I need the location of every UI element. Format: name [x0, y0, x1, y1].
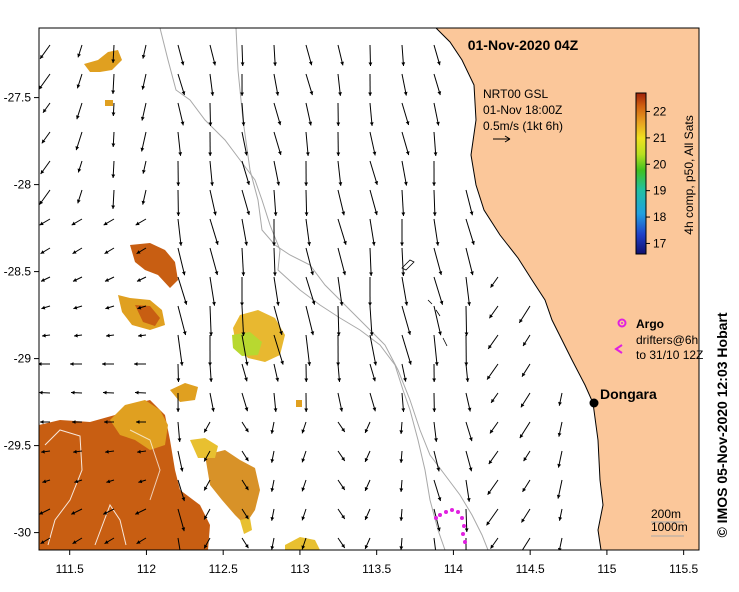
sst-patches [39, 50, 320, 550]
island [401, 259, 415, 271]
longitude-tick-label: 113 [290, 562, 309, 576]
longitude-tick-label: 113.5 [362, 562, 391, 576]
longitude-tick-label: 112.5 [209, 562, 238, 576]
colorbar-tick-label: 19 [653, 184, 667, 198]
longitude-tick-label: 111.5 [56, 562, 85, 576]
dongara-marker [589, 398, 599, 408]
longitude-tick-label: 115.5 [669, 562, 698, 576]
land-mass [435, 28, 699, 550]
colorbar-tick-label: 18 [653, 210, 667, 224]
argo-legend-label: Argo [636, 317, 664, 331]
drifter-legend-line2: to 31/10 12Z [636, 348, 703, 362]
sst-contour [129, 429, 161, 501]
longitude-tick-label: 112 [137, 562, 156, 576]
current-vector-field [39, 44, 563, 550]
bathymetry-contour-200m [235, 28, 489, 550]
map-title: 01-Nov-2020 04Z [468, 37, 579, 53]
latitude-tick-label: -30 [14, 526, 32, 540]
sst-contour [94, 503, 127, 546]
contour-legend-1000m: 1000m [651, 520, 688, 534]
latitude-tick-label: -28.5 [4, 265, 32, 279]
colorbar-label: 4h comp, p50, All Sats [682, 115, 696, 234]
latitude-tick-label: -28 [14, 178, 32, 192]
current-scale-label: 0.5m/s (1kt 6h) [483, 119, 563, 133]
bathymetry-contour-1000m [159, 28, 446, 550]
colorbar [635, 92, 647, 255]
place-label: Dongara [600, 386, 657, 402]
island-reef [427, 299, 448, 347]
credit-text: © IMOS 05-Nov-2020 12:03 Hobart [714, 312, 730, 537]
plot-frame [38, 27, 700, 551]
drifter-icon [614, 344, 623, 354]
current-time-label: 01-Nov 18:00Z [483, 103, 562, 117]
scale-arrow-icon [493, 135, 511, 143]
latitude-tick-label: -27.5 [4, 91, 32, 105]
longitude-tick-label: 115 [597, 562, 616, 576]
latitude-tick-label: -29.5 [4, 439, 32, 453]
latitude-axis: -27.5 -28 -28.5 -29 -29.5 -30 [4, 91, 39, 540]
argo-icon [617, 318, 627, 328]
colorbar-tick-label: 17 [653, 236, 667, 250]
drifter-legend-line1: drifters@6h [636, 333, 698, 347]
current-source-label: NRT00 GSL [483, 87, 548, 101]
longitude-tick-label: 114.5 [516, 562, 545, 576]
colorbar-tick-label: 21 [653, 131, 667, 145]
latitude-tick-label: -29 [14, 352, 32, 366]
contour-legend-200m: 200m [651, 507, 681, 521]
colorbar-tick-label: 20 [653, 157, 667, 171]
drifter-tracks [434, 508, 467, 544]
sst-contour [44, 429, 83, 546]
longitude-tick-label: 114 [444, 562, 463, 576]
colorbar-ticks: 17 18 19 20 21 22 [646, 104, 667, 250]
colorbar-tick-label: 22 [653, 104, 667, 118]
longitude-axis: 111.5 112 112.5 113 113.5 114 114.5 115 115.5 [56, 550, 699, 576]
